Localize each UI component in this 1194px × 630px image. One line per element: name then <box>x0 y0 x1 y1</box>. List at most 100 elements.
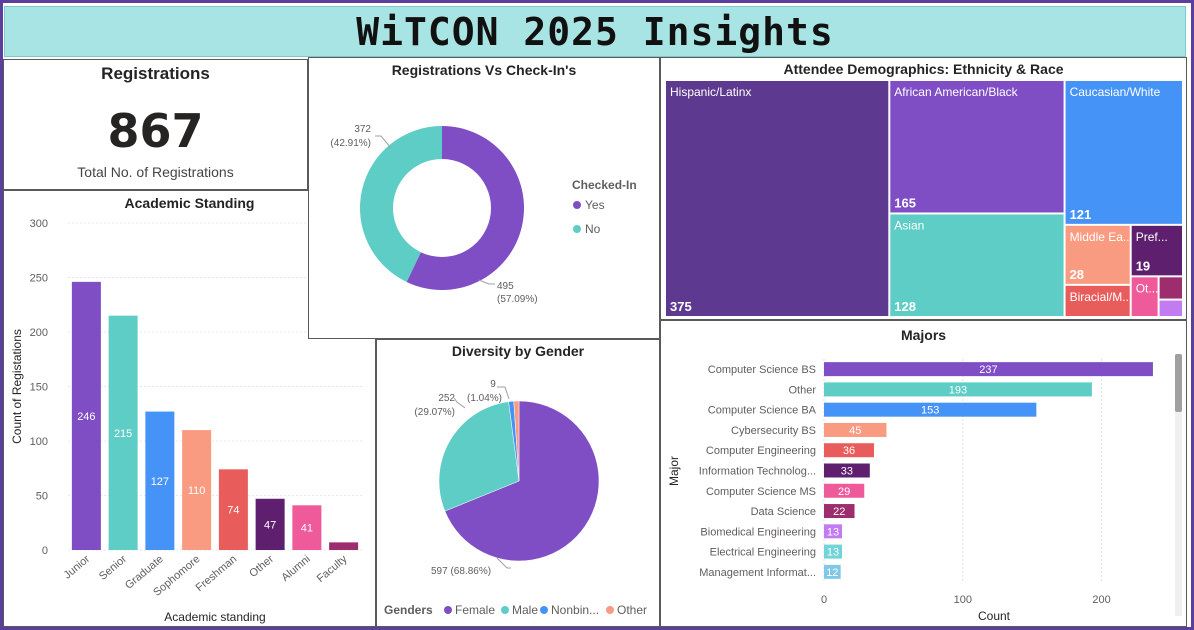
legend-item-female: Female <box>455 603 495 617</box>
bar-electrical-engineering <box>824 544 843 559</box>
bar-value-label: 153 <box>921 405 939 417</box>
treemap-rect <box>1065 225 1130 284</box>
gender-panel[interactable]: Diversity by Gender 597 (68.86%) 252 (29.0… <box>376 339 660 627</box>
data-label-no-pct: (42.91%) <box>330 138 371 149</box>
bar-value-label: 45 <box>849 425 861 437</box>
bar-value-label: 127 <box>151 476 169 488</box>
bar-value-label: 237 <box>979 364 997 376</box>
checkin-panel[interactable]: Registrations Vs Check-In's 495 (57.09%) 3… <box>308 57 660 339</box>
bar-computer-science-ms <box>824 483 865 498</box>
y-tick-label: Information Technolog... <box>699 466 816 478</box>
bar-computer-science-bs <box>824 362 1153 377</box>
treemap-label: Caucasian/White <box>1070 85 1161 99</box>
slice-no <box>360 126 442 282</box>
data-label-yes: 495 <box>497 281 514 292</box>
legend-item-other: Other <box>617 603 647 617</box>
legend-title: Checked-In <box>572 178 637 192</box>
bar-value-label: 13 <box>827 547 839 559</box>
label-leader-male <box>453 397 466 409</box>
legend-title: Genders <box>384 603 433 617</box>
data-label-nonbinary: 9 <box>490 379 496 390</box>
y-tick-label: Computer Science BA <box>708 405 817 417</box>
y-tick-label: Data Science <box>751 506 816 518</box>
y-tick-label: Computer Science MS <box>706 486 816 498</box>
bar-alumni <box>292 505 322 550</box>
majors-scrollbar[interactable] <box>1175 354 1182 616</box>
gender-title: Diversity by Gender <box>451 343 585 359</box>
treemap-cell-ot: Ot... <box>1131 277 1159 316</box>
bar-value-label: 12 <box>826 567 838 579</box>
x-tick-label: Freshman <box>194 553 240 594</box>
treemap-cell-biracial-m: Biracial/M... <box>1065 285 1133 316</box>
bar-value-label: 47 <box>264 519 276 531</box>
treemap-rect <box>666 81 889 316</box>
checkin-title: Registrations Vs Check-In's <box>391 62 577 78</box>
dashboard-title: WiTCON 2025 Insights <box>356 9 834 54</box>
bar-faculty <box>329 542 359 550</box>
y-tick-label: 100 <box>30 436 48 448</box>
legend-marker-female <box>444 606 452 614</box>
ethnicity-title: Attendee Demographics: Ethnicity & Race <box>783 61 1064 77</box>
treemap-rect <box>1065 285 1130 316</box>
slice-male <box>438 401 520 512</box>
y-tick-label: 300 <box>30 218 48 230</box>
bar-sophomore <box>182 430 212 550</box>
label-leader-nonbinary <box>497 386 510 400</box>
treemap-value: 128 <box>894 299 916 314</box>
treemap-label: Biracial/M... <box>1070 290 1133 304</box>
treemap-rect <box>1131 277 1158 316</box>
ethnicity-panel[interactable]: Attendee Demographics: Ethnicity & Race … <box>660 57 1187 320</box>
treemap-label: Pref... <box>1136 230 1168 244</box>
bar-value-label: 74 <box>227 505 239 517</box>
x-axis-title: Academic standing <box>164 610 265 624</box>
majors-panel[interactable]: Majors 0 100 200 Computer Science BS 237 Othe… <box>660 320 1187 627</box>
y-tick-label: Electrical Engineering <box>710 547 816 559</box>
kpi-card[interactable]: Registrations 867 Total No. of Registrat… <box>3 59 308 190</box>
treemap-cell-pref: Pref... 19 <box>1131 225 1182 276</box>
treemap-cell-asian: Asian 128 <box>890 214 1064 316</box>
x-tick-label: 100 <box>954 594 972 606</box>
treemap-value: 375 <box>670 299 692 314</box>
legend-item-yes: Yes <box>585 198 605 212</box>
legend-marker-male <box>501 606 509 614</box>
bar-value-label: 29 <box>838 486 850 498</box>
label-leader-no <box>375 135 392 149</box>
legend-marker-no <box>573 225 581 233</box>
y-tick-label: 0 <box>42 545 48 557</box>
x-tick-label: Alumni <box>279 553 312 584</box>
majors-scrollbar-thumb[interactable] <box>1175 354 1182 412</box>
x-tick-label: Other <box>247 553 276 580</box>
treemap-label: Middle Ea... <box>1070 230 1133 244</box>
treemap-label: Asian <box>894 218 924 232</box>
majors-bar-chart: 0 100 200 Computer Science BS 237 Other 193 Com… <box>667 359 1153 623</box>
x-tick-label: Senior <box>97 553 129 583</box>
bar-freshman <box>218 469 248 550</box>
bar-other <box>824 382 1092 397</box>
treemap-cell-hispanic-latinx: Hispanic/Latinx 375 <box>666 81 889 316</box>
treemap-value: 28 <box>1070 267 1084 282</box>
y-axis-title: Major <box>667 456 681 486</box>
legend-item-male: Male <box>512 603 538 617</box>
y-axis-title: Count of Registations <box>10 329 24 444</box>
bar-data-science <box>824 504 855 519</box>
legend-marker-nonbin <box>540 606 548 614</box>
bar-value-label: 246 <box>77 411 95 423</box>
x-tick-label: Junior <box>62 553 93 582</box>
treemap-label: African American/Black <box>894 85 1018 99</box>
data-label-no: 372 <box>354 124 371 135</box>
bar-senior <box>108 315 138 550</box>
legend-item-nonbin: Nonbin... <box>551 603 599 617</box>
treemap-label: Ot... <box>1136 281 1159 295</box>
data-label-male-pct: (29.07%) <box>414 407 455 418</box>
bar-value-label: 13 <box>827 526 839 538</box>
ethnicity-treemap: Hispanic/Latinx 375 African American/Black… <box>666 81 1182 316</box>
majors-title: Majors <box>900 327 947 343</box>
academic-standing-title: Academic Standing <box>124 195 255 211</box>
bar-value-label: 41 <box>301 523 313 535</box>
treemap-cell-middle-ea: Middle Ea... 28 <box>1065 225 1133 284</box>
treemap-cell-african-american-black: African American/Black 165 <box>890 81 1064 213</box>
bar-other <box>255 498 285 550</box>
treemap-rect <box>1131 225 1182 276</box>
legend-marker-other <box>606 606 614 614</box>
label-leader-female <box>496 557 511 569</box>
